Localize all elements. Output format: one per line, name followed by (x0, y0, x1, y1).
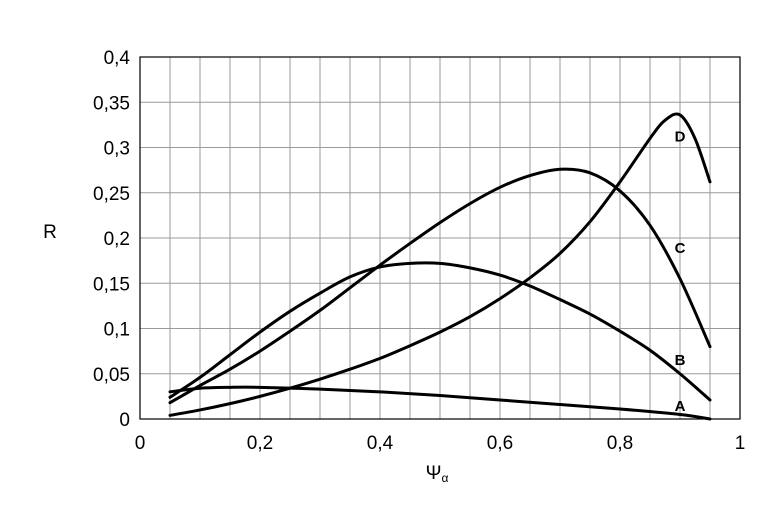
series-curves (168, 112, 712, 421)
x-tick-label: 0,6 (487, 433, 513, 454)
y-tick-label: 0,25 (93, 184, 130, 205)
plot-frame (139, 56, 741, 420)
y-tick-label: 0,35 (93, 93, 130, 114)
series-label-c: C (675, 240, 686, 257)
series-line-a (168, 385, 712, 421)
x-tick-label: 1 (735, 433, 746, 454)
x-tick-label: 0,2 (247, 433, 273, 454)
series-label-a: A (675, 398, 686, 415)
x-tick-label: 0,8 (607, 433, 633, 454)
tick-labels: 0 0,2 0,4 0,6 0,8 1 0 0,05 0,1 0,15 0,2 0,25 0,3 0,35… (93, 48, 745, 454)
y-tick-label: 0,1 (104, 320, 130, 341)
y-tick-label: 0,15 (93, 274, 130, 295)
y-tick-label: 0,4 (104, 48, 131, 69)
grid (140, 57, 740, 419)
y-tick-label: 0,05 (93, 365, 130, 386)
series-label-d: D (675, 129, 686, 146)
y-tick-label: 0,2 (104, 229, 130, 250)
series-label-b: B (675, 352, 686, 369)
x-axis-label: Ψα (426, 463, 449, 485)
series-line-c (168, 167, 712, 405)
y-axis-label: R (43, 222, 57, 243)
y-tick-label: 0 (119, 410, 130, 431)
x-tick-label: 0 (135, 433, 146, 454)
series-labels: A B C D (675, 129, 686, 416)
series-line-d (168, 112, 712, 417)
x-axis-label-symbol: Ψ (426, 463, 442, 484)
y-tick-label: 0,3 (104, 139, 130, 160)
x-axis-label-subscript: α (441, 471, 448, 485)
x-tick-label: 0,4 (367, 433, 394, 454)
series-line-b (168, 261, 712, 402)
